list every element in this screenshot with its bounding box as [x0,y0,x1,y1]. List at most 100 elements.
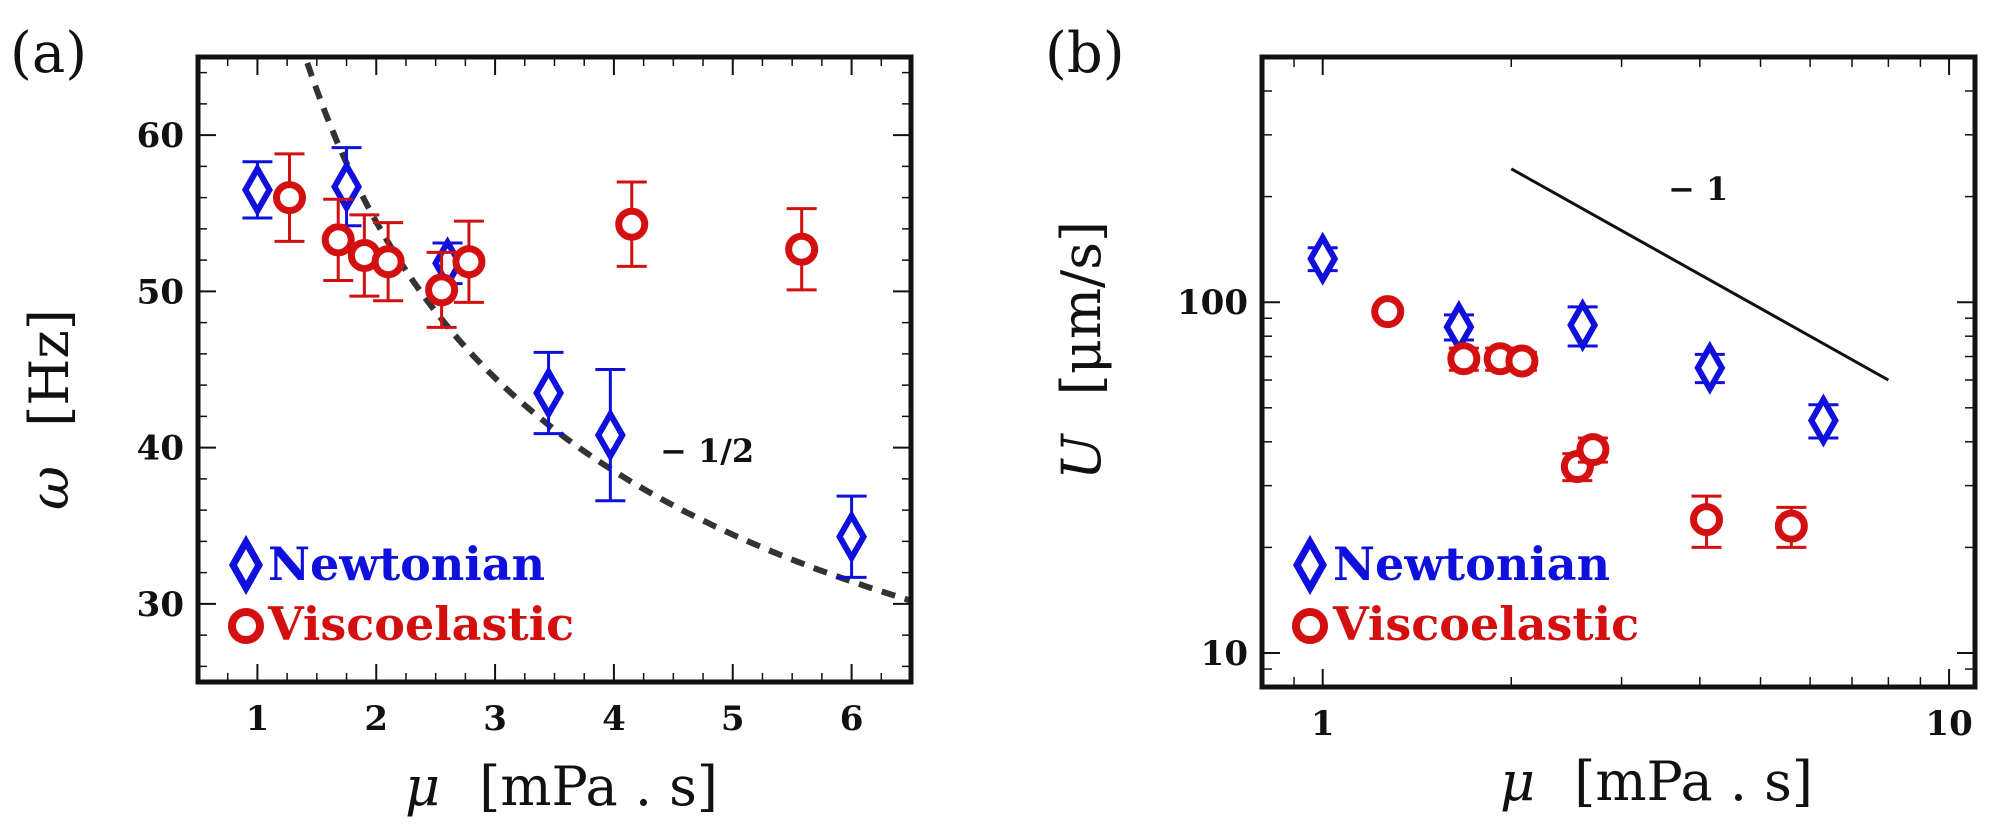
legend-newtonian-marker [1292,534,1328,596]
x-tick-label: 10 [1925,704,1972,744]
y-tick-label: 30 [137,585,184,625]
panel-a-points [241,146,868,579]
panel-a-x-tick-labels: 1 2 3 4 5 6 [246,699,864,739]
panel-b-x-symbol: μ [1500,750,1535,813]
legend-newtonian-label: Newtonian [1333,537,1610,591]
y-tick-label: 40 [137,429,184,469]
panel-b-y-label: U [μm/s] [1050,221,1113,480]
panel-a-y-label: ω [Hz] [18,309,81,510]
panel-a-fit-curve [304,62,912,604]
panel-b-points [1307,231,1839,549]
viscoelastic-point [1371,295,1405,329]
viscoelastic-marker [273,181,307,215]
y-tick-label: 50 [137,272,184,312]
viscoelastic-point [1690,494,1724,549]
viscoelastic-marker [1690,503,1724,537]
viscoelastic-point [1774,505,1808,549]
panel-a-y-unit: [Hz] [18,309,81,427]
y-tick-label: 60 [137,116,184,156]
panel-b-slope-label: − 1 [1668,170,1728,208]
panel-b-frame [1259,54,1978,690]
viscoelastic-marker [1774,509,1808,543]
y-tick-label: 10 [1201,634,1248,674]
panel-b-x-label: μ [mPa . s] [1500,750,1813,813]
newtonian-point [1443,299,1475,355]
legend-viscoelastic-label: Viscoelastic [267,597,574,651]
panel-a-y-symbol: ω [18,466,81,510]
newtonian-point [836,494,868,579]
panel-b-ticks [1261,56,1975,688]
newtonian-point [594,368,626,503]
viscoelastic-marker [452,245,486,279]
newtonian-point [533,350,565,436]
viscoelastic-point [321,197,355,282]
newtonian-marker [533,365,565,420]
panel-a: (a) − 1/2 1 2 3 4 5 6 30 40 50 60 μ [mPa . s] ω … [10,21,914,818]
legend-newtonian-marker [228,534,264,596]
newtonian-marker [836,509,868,564]
viscoelastic-point [452,219,486,304]
viscoelastic-marker [1371,295,1405,329]
newtonian-point [1307,231,1339,286]
panel-a-x-unit: [mPa . s] [479,755,718,818]
panel-a-x-label: μ [mPa . s] [405,755,718,818]
x-tick-label: 3 [483,699,507,739]
newtonian-marker [331,159,362,214]
panel-a-legend: Newtonian Viscoelastic [228,534,574,651]
newtonian-marker [594,408,626,463]
panel-b-y-unit: [μm/s] [1050,221,1113,395]
viscoelastic-point [347,213,381,298]
panel-b-slope-line [1510,167,1890,382]
viscoelastic-point [371,221,405,303]
panel-b-y-symbol: U [1050,433,1113,480]
viscoelastic-marker [615,207,649,241]
panel-a-fit-label: − 1/2 [660,432,754,470]
panel-b-x-unit: [mPa . s] [1574,750,1813,813]
viscoelastic-point [615,180,649,268]
newtonian-marker [1567,298,1599,353]
legend-viscoelastic-label: Viscoelastic [1332,597,1639,651]
panel-a-label: (a) [10,21,87,86]
viscoelastic-point [1447,342,1481,376]
x-tick-label: 4 [602,699,626,739]
x-tick-label: 1 [1311,704,1335,744]
panel-a-x-symbol: μ [405,755,440,818]
newtonian-marker [241,162,273,217]
x-tick-label: 6 [840,699,864,739]
viscoelastic-point [1505,344,1539,378]
viscoelastic-point [1576,433,1610,467]
newtonian-point [1567,298,1599,353]
viscoelastic-marker [1505,344,1539,378]
panel-b-legend: Newtonian Viscoelastic [1292,534,1639,651]
viscoelastic-marker [1576,433,1610,467]
viscoelastic-marker [785,232,819,266]
legend-newtonian-label: Newtonian [268,537,545,591]
panel-a-y-tick-labels: 30 40 50 60 [137,116,184,625]
viscoelastic-marker [425,273,459,307]
viscoelastic-point [785,207,819,292]
viscoelastic-point [425,250,459,329]
viscoelastic-marker [321,223,355,257]
panel-b-label: (b) [1045,21,1125,86]
x-tick-label: 1 [246,699,270,739]
panel-b-y-tick-labels: 10 100 [1177,283,1248,674]
x-tick-label: 5 [721,699,745,739]
newtonian-marker [1807,393,1839,448]
newtonian-point [241,160,273,220]
y-tick-label: 100 [1177,283,1248,323]
newtonian-marker [1694,340,1726,395]
viscoelastic-point [273,152,307,243]
newtonian-marker [1307,231,1339,286]
panel-b-x-tick-labels: 1 10 [1311,704,1973,744]
viscoelastic-marker [1447,342,1481,376]
newtonian-point [1694,340,1726,395]
legend-viscoelastic-marker [228,608,264,644]
panel-a-frame [195,54,914,685]
newtonian-marker [1443,299,1475,355]
newtonian-point [1807,393,1839,448]
newtonian-point [331,146,362,228]
legend-viscoelastic-marker [1292,608,1328,644]
viscoelastic-marker [371,245,405,279]
panel-b: (b) − 1 1 10 10 100 μ [mPa . s] U [μm/s] N… [1045,21,1978,813]
